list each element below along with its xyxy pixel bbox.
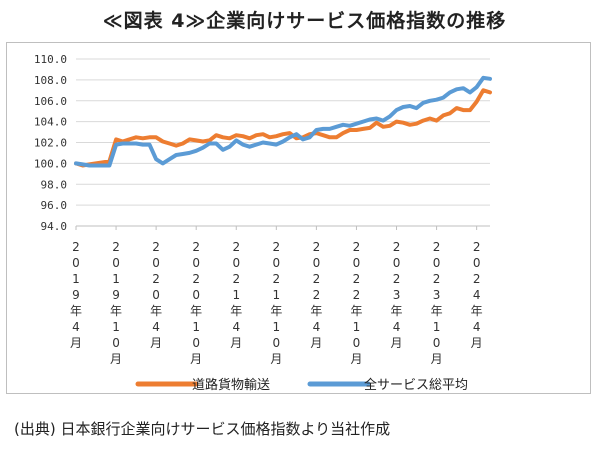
y-tick-label: 110.0	[34, 53, 67, 66]
y-tick-label: 108.0	[34, 74, 67, 87]
y-tick-label: 96.0	[41, 199, 68, 212]
y-tick-label: 98.0	[41, 178, 68, 191]
chart-plot: 110.0 108.0 106.0 104.0 102.0 100.0 98.0 96.0 94…	[34, 53, 492, 393]
y-tick-label: 106.0	[34, 95, 67, 108]
series-lines	[74, 75, 492, 168]
legend-label: 道路貨物輸送	[192, 377, 270, 393]
series-line-road-freight	[74, 88, 492, 168]
y-tick-label: 94.0	[41, 220, 68, 233]
series-line-all-services	[74, 75, 492, 168]
y-tick-label: 104.0	[34, 116, 67, 129]
y-tick-label: 100.0	[34, 157, 67, 170]
chart-title: ≪図表 4≫企業向けサービス価格指数の推移	[102, 10, 507, 32]
legend: 道路貨物輸送 全サービス総平均	[135, 377, 468, 393]
y-axis: 110.0 108.0 106.0 104.0 102.0 100.0 98.0 96.0 94…	[34, 53, 67, 233]
x-axis: 2 0 1 9 年 4 月 2 0 1 9 年 1 0 月 2 0 2 0 年 4 月 2 0 2 0 年 1 0 月 2 0 2 1 年 4 月 2 0 2…	[70, 226, 483, 366]
legend-label: 全サービス総平均	[364, 377, 468, 393]
chart-panel: 110.0 108.0 106.0 104.0 102.0 100.0 98.0 96.0 94…	[6, 42, 591, 394]
y-tick-label: 102.0	[34, 137, 67, 150]
source-note: (出典) 日本銀行企業向けサービス価格指数より当社作成	[14, 420, 391, 438]
